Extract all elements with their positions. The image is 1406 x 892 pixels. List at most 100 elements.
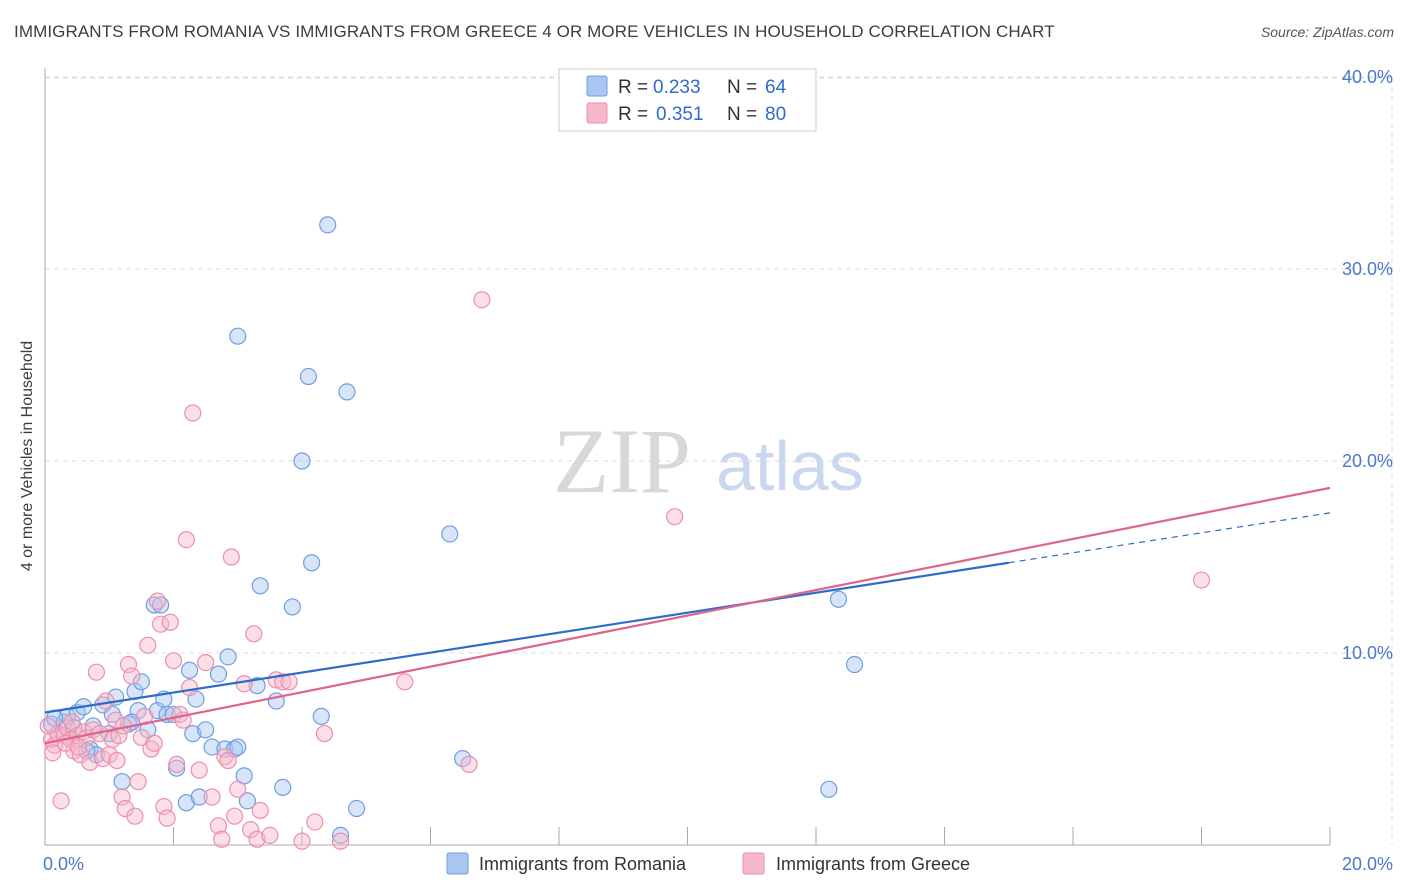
greece-point-72: [1192, 571, 1211, 589]
legend-r-label-romania: R =: [618, 77, 648, 98]
greece-point-27: [129, 773, 147, 791]
romania-point-51: [319, 216, 337, 234]
trendline-romania: [44, 561, 1009, 714]
romania-point-45: [274, 778, 292, 797]
romania-point-43: [251, 577, 269, 595]
greece-point-58: [248, 830, 266, 848]
greece-point-69: [460, 755, 478, 773]
y-tick-label-20: 20.0%: [1342, 451, 1393, 471]
romania-point-53: [338, 383, 356, 401]
greece-point-73: [39, 717, 57, 735]
x-tick-labels: 0.0% 20.0%: [43, 854, 1393, 874]
legend-n-value-greece: 80: [765, 104, 786, 125]
romania-point-55: [441, 525, 459, 543]
legend-swatch-romania: [586, 75, 608, 97]
y-tick-labels: 10.0% 20.0% 30.0% 40.0%: [1342, 67, 1393, 663]
series-romania-points: [42, 216, 864, 845]
greece-point-56: [242, 821, 260, 839]
greece-point-36: [158, 809, 176, 827]
greece-point-60: [261, 826, 279, 845]
trendlines: [44, 486, 1331, 745]
greece-point-68: [396, 673, 414, 691]
romania-point-38: [229, 738, 247, 756]
greece-point-53: [225, 807, 244, 825]
romania-point-48: [299, 367, 318, 386]
greece-point-30: [139, 636, 157, 654]
greece-point-17: [97, 692, 115, 710]
romania-point-32: [197, 721, 215, 739]
greece-point-71: [666, 508, 684, 526]
greece-point-67: [331, 832, 350, 850]
romania-point-49: [303, 554, 321, 572]
romania-point-52: [331, 826, 350, 845]
series-legend-swatch-greece: [742, 852, 765, 875]
legend-r-value-romania: 0.233: [653, 77, 701, 98]
romania-point-28: [180, 661, 199, 679]
trendline-greece: [44, 486, 1331, 745]
romania-point-29: [184, 725, 202, 743]
greece-point-39: [168, 755, 186, 773]
greece-point-44: [184, 404, 202, 422]
greece-point-78: [108, 751, 126, 770]
series-legend-label-romania: Immigrants from Romania: [479, 854, 687, 874]
greece-point-48: [209, 817, 228, 835]
greece-point-26: [126, 807, 144, 825]
romania-point-18: [132, 673, 150, 691]
x-tick-label-max: 20.0%: [1342, 854, 1393, 874]
greece-point-77: [69, 738, 88, 756]
series-greece-points: [39, 291, 1211, 850]
legend-r-label-greece: R =: [618, 104, 648, 125]
romania-point-50: [312, 707, 330, 725]
legend-n-value-romania: 64: [765, 77, 787, 98]
greece-point-65: [306, 813, 324, 831]
greece-point-62: [274, 673, 292, 691]
greece-point-52: [222, 548, 240, 566]
greece-point-74: [44, 744, 62, 762]
romania-point-34: [209, 665, 228, 683]
grid: [45, 76, 1393, 845]
series-legend: Immigrants from Romania Immigrants from …: [446, 852, 970, 875]
greece-point-66: [315, 725, 334, 743]
romania-point-59: [845, 655, 864, 674]
romania-point-42: [248, 677, 266, 695]
romania-point-47: [293, 452, 311, 470]
greece-point-25: [123, 667, 141, 685]
romania-point-41: [229, 327, 247, 345]
greece-point-45: [190, 761, 208, 779]
watermark: ZIP atlas: [553, 410, 864, 512]
greece-point-64: [293, 832, 311, 850]
romania-point-26: [168, 759, 186, 777]
chart-title: IMMIGRANTS FROM ROMANIA VS IMMIGRANTS FR…: [14, 22, 1055, 41]
romania-point-40: [238, 792, 256, 810]
legend-swatch-greece: [586, 102, 608, 124]
romania-point-31: [190, 788, 208, 806]
legend-n-label-romania: N =: [727, 77, 757, 98]
greece-point-43: [180, 678, 199, 697]
romania-point-54: [348, 799, 366, 818]
series-legend-swatch-romania: [446, 852, 469, 875]
greece-point-47: [203, 788, 221, 806]
greece-point-70: [473, 291, 491, 309]
romania-point-14: [113, 773, 131, 791]
y-tick-label-10: 10.0%: [1342, 643, 1393, 663]
x-tick-label-min: 0.0%: [43, 854, 84, 874]
greece-point-55: [235, 675, 253, 693]
legend-r-value-greece: 0.351: [656, 104, 704, 125]
greece-point-14: [87, 663, 106, 681]
romania-point-36: [219, 648, 237, 666]
greece-point-42: [177, 531, 195, 549]
chart-source: Source: ZipAtlas.com: [1260, 24, 1394, 40]
greece-point-51: [219, 751, 237, 770]
romania-point-58: [829, 590, 848, 608]
y-tick-label-30: 30.0%: [1342, 259, 1393, 279]
greece-point-37: [161, 613, 179, 631]
correlation-legend: R = 0.233 N = 64 R = 0.351 N = 80: [558, 68, 817, 132]
romania-point-57: [820, 780, 838, 798]
greece-point-49: [213, 830, 231, 848]
greece-point-12: [81, 753, 99, 772]
romania-point-56: [454, 749, 472, 768]
romania-point-46: [283, 598, 301, 616]
greece-point-32: [145, 734, 163, 752]
legend-n-label-greece: N =: [727, 104, 757, 125]
